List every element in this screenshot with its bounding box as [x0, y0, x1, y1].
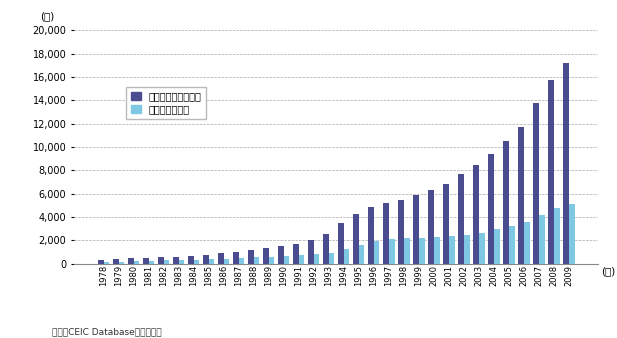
Bar	[233, 252, 239, 264]
Bar	[203, 255, 209, 264]
Bar	[383, 203, 389, 264]
Bar	[368, 207, 374, 264]
Bar	[248, 250, 254, 264]
Bar	[254, 257, 259, 264]
Bar	[563, 63, 569, 264]
Bar	[428, 190, 434, 264]
Bar	[353, 214, 358, 264]
Legend: 都市住民可処分所得, 農村住民純收入: 都市住民可処分所得, 農村住民純收入	[126, 87, 206, 119]
Bar	[209, 259, 214, 264]
Bar	[293, 244, 299, 264]
Bar	[179, 260, 184, 264]
Bar	[323, 234, 329, 264]
Bar	[113, 259, 118, 264]
Bar	[539, 215, 545, 264]
Bar	[554, 208, 560, 264]
Bar	[278, 246, 284, 264]
Text: (年): (年)	[601, 266, 615, 276]
Bar	[464, 235, 470, 264]
Bar	[374, 241, 379, 264]
Bar	[524, 222, 529, 264]
Bar	[473, 165, 479, 264]
Bar	[269, 257, 275, 264]
Bar	[143, 258, 149, 264]
Bar	[443, 184, 449, 264]
Bar	[194, 260, 199, 264]
Bar	[104, 262, 109, 264]
Bar	[224, 259, 230, 264]
Bar	[549, 80, 554, 264]
Bar	[358, 245, 365, 264]
Bar	[118, 262, 124, 264]
Bar	[149, 261, 154, 264]
Bar	[413, 195, 419, 264]
Bar	[284, 256, 289, 264]
Bar	[488, 154, 494, 264]
Bar	[479, 233, 484, 264]
Bar	[434, 237, 439, 264]
Bar	[569, 203, 574, 264]
Bar	[158, 258, 164, 264]
Bar	[509, 226, 515, 264]
Bar	[308, 240, 314, 264]
Text: 資料：CEIC Databaseから作成。: 資料：CEIC Databaseから作成。	[52, 327, 162, 336]
Bar	[98, 260, 104, 264]
Bar	[329, 253, 334, 264]
Bar	[398, 200, 404, 264]
Bar	[173, 257, 179, 264]
Bar	[218, 253, 224, 264]
Bar	[344, 249, 349, 264]
Bar	[449, 236, 455, 264]
Bar	[299, 256, 304, 264]
Bar	[458, 174, 464, 264]
Bar	[164, 261, 169, 264]
Bar	[404, 238, 410, 264]
Bar	[128, 258, 134, 264]
Bar	[239, 258, 244, 264]
Bar	[314, 255, 320, 264]
Bar	[188, 256, 194, 264]
Bar	[338, 223, 344, 264]
Text: (元): (元)	[40, 11, 54, 21]
Bar	[494, 230, 500, 264]
Bar	[419, 238, 424, 264]
Bar	[503, 141, 509, 264]
Bar	[263, 248, 269, 264]
Bar	[533, 103, 539, 264]
Bar	[134, 261, 139, 264]
Bar	[389, 239, 394, 264]
Bar	[518, 126, 524, 264]
